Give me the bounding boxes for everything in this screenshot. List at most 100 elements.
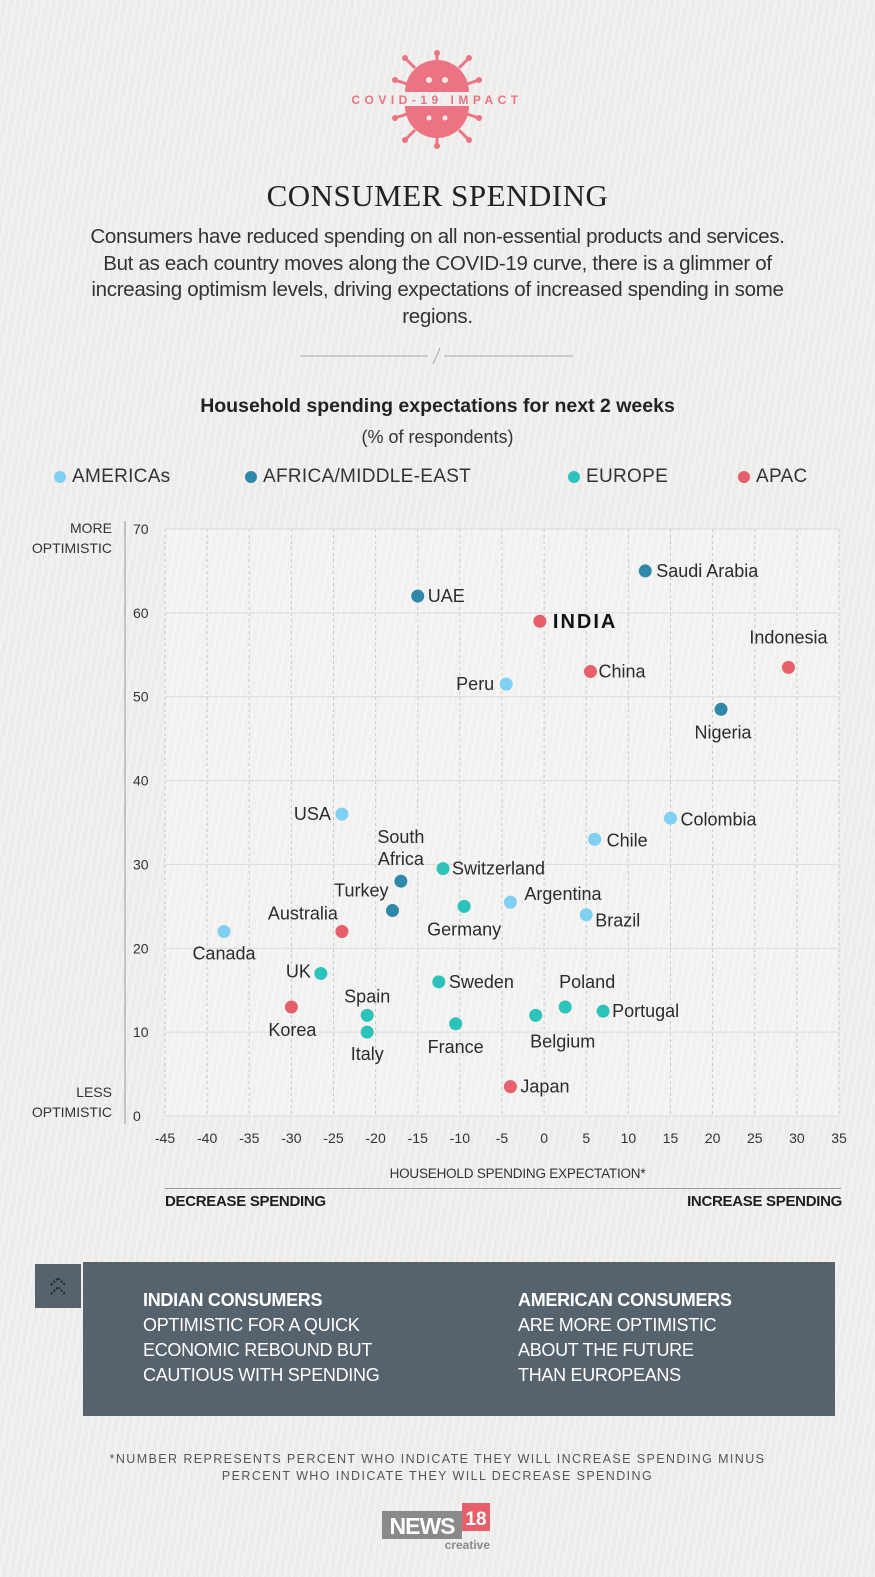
data-label: Japan — [520, 1077, 569, 1097]
y-tick-label: 0 — [133, 1108, 141, 1124]
legend-label: AFRICA/MIDDLE-EAST — [263, 466, 472, 487]
data-point-germany — [457, 899, 471, 913]
data-point-colombia — [664, 811, 677, 825]
insight-america: AMERICAN CONSUMERS ARE MORE OPTIMISTIC A… — [518, 1288, 732, 1388]
x-tick-label: -35 — [239, 1130, 259, 1146]
x-tick-label: 10 — [621, 1130, 637, 1146]
data-point-australia — [335, 925, 349, 939]
data-point-turkey — [385, 904, 399, 918]
insight-line: ABOUT THE FUTURE — [518, 1340, 694, 1360]
footnote-line: PERCENT WHO INDICATE THEY WILL DECREASE … — [221, 1469, 654, 1483]
news18-logo: NEWS 18 creative — [382, 1503, 491, 1551]
insight-line: CAUTIOUS WITH SPENDING — [143, 1365, 380, 1385]
data-point-sweden — [432, 975, 446, 989]
data-label: Portugal — [612, 1001, 679, 1021]
legend-apac: APAC — [738, 466, 808, 488]
data-point-uk — [314, 966, 328, 980]
data-label: Belgium — [530, 1031, 595, 1051]
x-tick-label: -30 — [281, 1130, 301, 1146]
data-label: Korea — [268, 1020, 317, 1040]
data-label: Australia — [268, 904, 339, 924]
data-point-south-africa — [394, 874, 408, 888]
section-divider — [300, 347, 573, 365]
data-label: South — [377, 827, 424, 847]
data-point-uae — [411, 589, 425, 603]
data-point-switzerland — [436, 862, 450, 876]
data-label: China — [598, 662, 646, 682]
less-optimistic-label: LESS OPTIMISTIC — [31, 1084, 112, 1120]
x-tick-label: -10 — [450, 1130, 470, 1146]
data-point-italy — [360, 1025, 374, 1039]
intro-paragraph: Consumers have reduced spending on all n… — [90, 225, 785, 328]
insight-line: THAN EUROPEANS — [518, 1365, 681, 1385]
insights-panel: INDIAN CONSUMERS OPTIMISTIC FOR A QUICK … — [83, 1262, 835, 1416]
data-point-indonesia — [781, 660, 795, 674]
x-tick-label: -5 — [496, 1130, 509, 1146]
x-tick-label: 30 — [789, 1130, 805, 1146]
data-label: Brazil — [595, 911, 640, 931]
data-point-portugal — [596, 1004, 610, 1018]
legend-label: AMERICAs — [72, 466, 171, 487]
x-tick-label: 15 — [663, 1130, 679, 1146]
data-point-india — [533, 614, 547, 628]
data-label: France — [428, 1037, 484, 1057]
page-title: CONSUMER SPENDING — [266, 178, 609, 213]
chevrons-up-icon — [50, 1276, 66, 1295]
data-label: Sweden — [449, 972, 514, 992]
footnote-line: *NUMBER REPRESENTS PERCENT WHO INDICATE … — [109, 1452, 766, 1466]
decrease-spending-label: DECREASE SPENDING — [165, 1193, 326, 1210]
data-label: INDIA — [553, 611, 617, 633]
data-label: Peru — [456, 674, 494, 694]
data-label: UK — [286, 961, 311, 981]
data-label: Italy — [351, 1044, 384, 1064]
data-point-chile — [588, 832, 602, 846]
data-label: Argentina — [524, 884, 602, 904]
legend-africa-middle-east: AFRICA/MIDDLE-EAST — [245, 466, 471, 488]
data-point-china — [583, 665, 597, 679]
legend-europe: EUROPE — [568, 466, 668, 488]
legend-dot-icon — [738, 471, 750, 483]
insight-line: OPTIMISTIC FOR A QUICK — [143, 1315, 360, 1335]
y-tick-label: 10 — [133, 1024, 149, 1040]
legend-dot-icon — [568, 471, 580, 483]
more-optimistic-label: MORE OPTIMISTIC — [31, 520, 112, 556]
data-point-argentina — [503, 895, 517, 909]
data-label: Africa — [378, 849, 425, 869]
covid-impact-logo: COVID-19 IMPACT — [351, 50, 522, 149]
x-tick-label: -20 — [366, 1130, 386, 1146]
data-label: Switzerland — [452, 859, 545, 879]
data-label: Poland — [559, 972, 615, 992]
chart-title: Household spending expectations for next… — [200, 395, 675, 417]
data-point-korea — [284, 1000, 298, 1014]
x-axis-label: HOUSEHOLD SPENDING EXPECTATION* — [389, 1166, 646, 1181]
y-tick-label: 30 — [133, 856, 149, 872]
y-tick-label: 20 — [133, 940, 149, 956]
data-label: USA — [294, 804, 331, 824]
x-tick-label: 5 — [582, 1130, 590, 1146]
y-tick-label: 60 — [133, 605, 149, 621]
insight-heading: INDIAN CONSUMERS — [143, 1290, 323, 1310]
data-label: Chile — [607, 830, 648, 850]
insight-india: INDIAN CONSUMERS OPTIMISTIC FOR A QUICK … — [143, 1288, 380, 1388]
data-label: Saudi Arabia — [656, 561, 759, 581]
y-tick-label: 40 — [133, 773, 149, 789]
x-tick-label: 0 — [540, 1130, 548, 1146]
data-point-saudi-arabia — [638, 564, 652, 578]
data-point-france — [449, 1017, 463, 1031]
scatter-chart: -45 -40 -35 -30 -25 -20 -15 -10 -5 0 5 10 15 20 25 30 35… — [124, 521, 847, 1146]
data-label: Canada — [192, 944, 256, 964]
insight-line: ARE MORE OPTIMISTIC — [518, 1315, 717, 1335]
x-direction-line — [165, 1188, 841, 1189]
data-point-spain — [360, 1008, 374, 1022]
logo-text: COVID-19 IMPACT — [351, 93, 522, 107]
brand-sub: creative — [445, 1538, 491, 1551]
x-tick-label: 20 — [705, 1130, 721, 1146]
legend-dot-icon — [245, 471, 257, 483]
data-point-japan — [503, 1080, 517, 1094]
insight-line: ECONOMIC REBOUND BUT — [143, 1340, 373, 1360]
x-tick-label: 25 — [747, 1130, 763, 1146]
data-point-peru — [499, 677, 513, 691]
legend-dot-icon — [54, 471, 66, 483]
legend-americas: AMERICAs — [54, 466, 170, 488]
y-tick-label: 50 — [133, 689, 149, 705]
